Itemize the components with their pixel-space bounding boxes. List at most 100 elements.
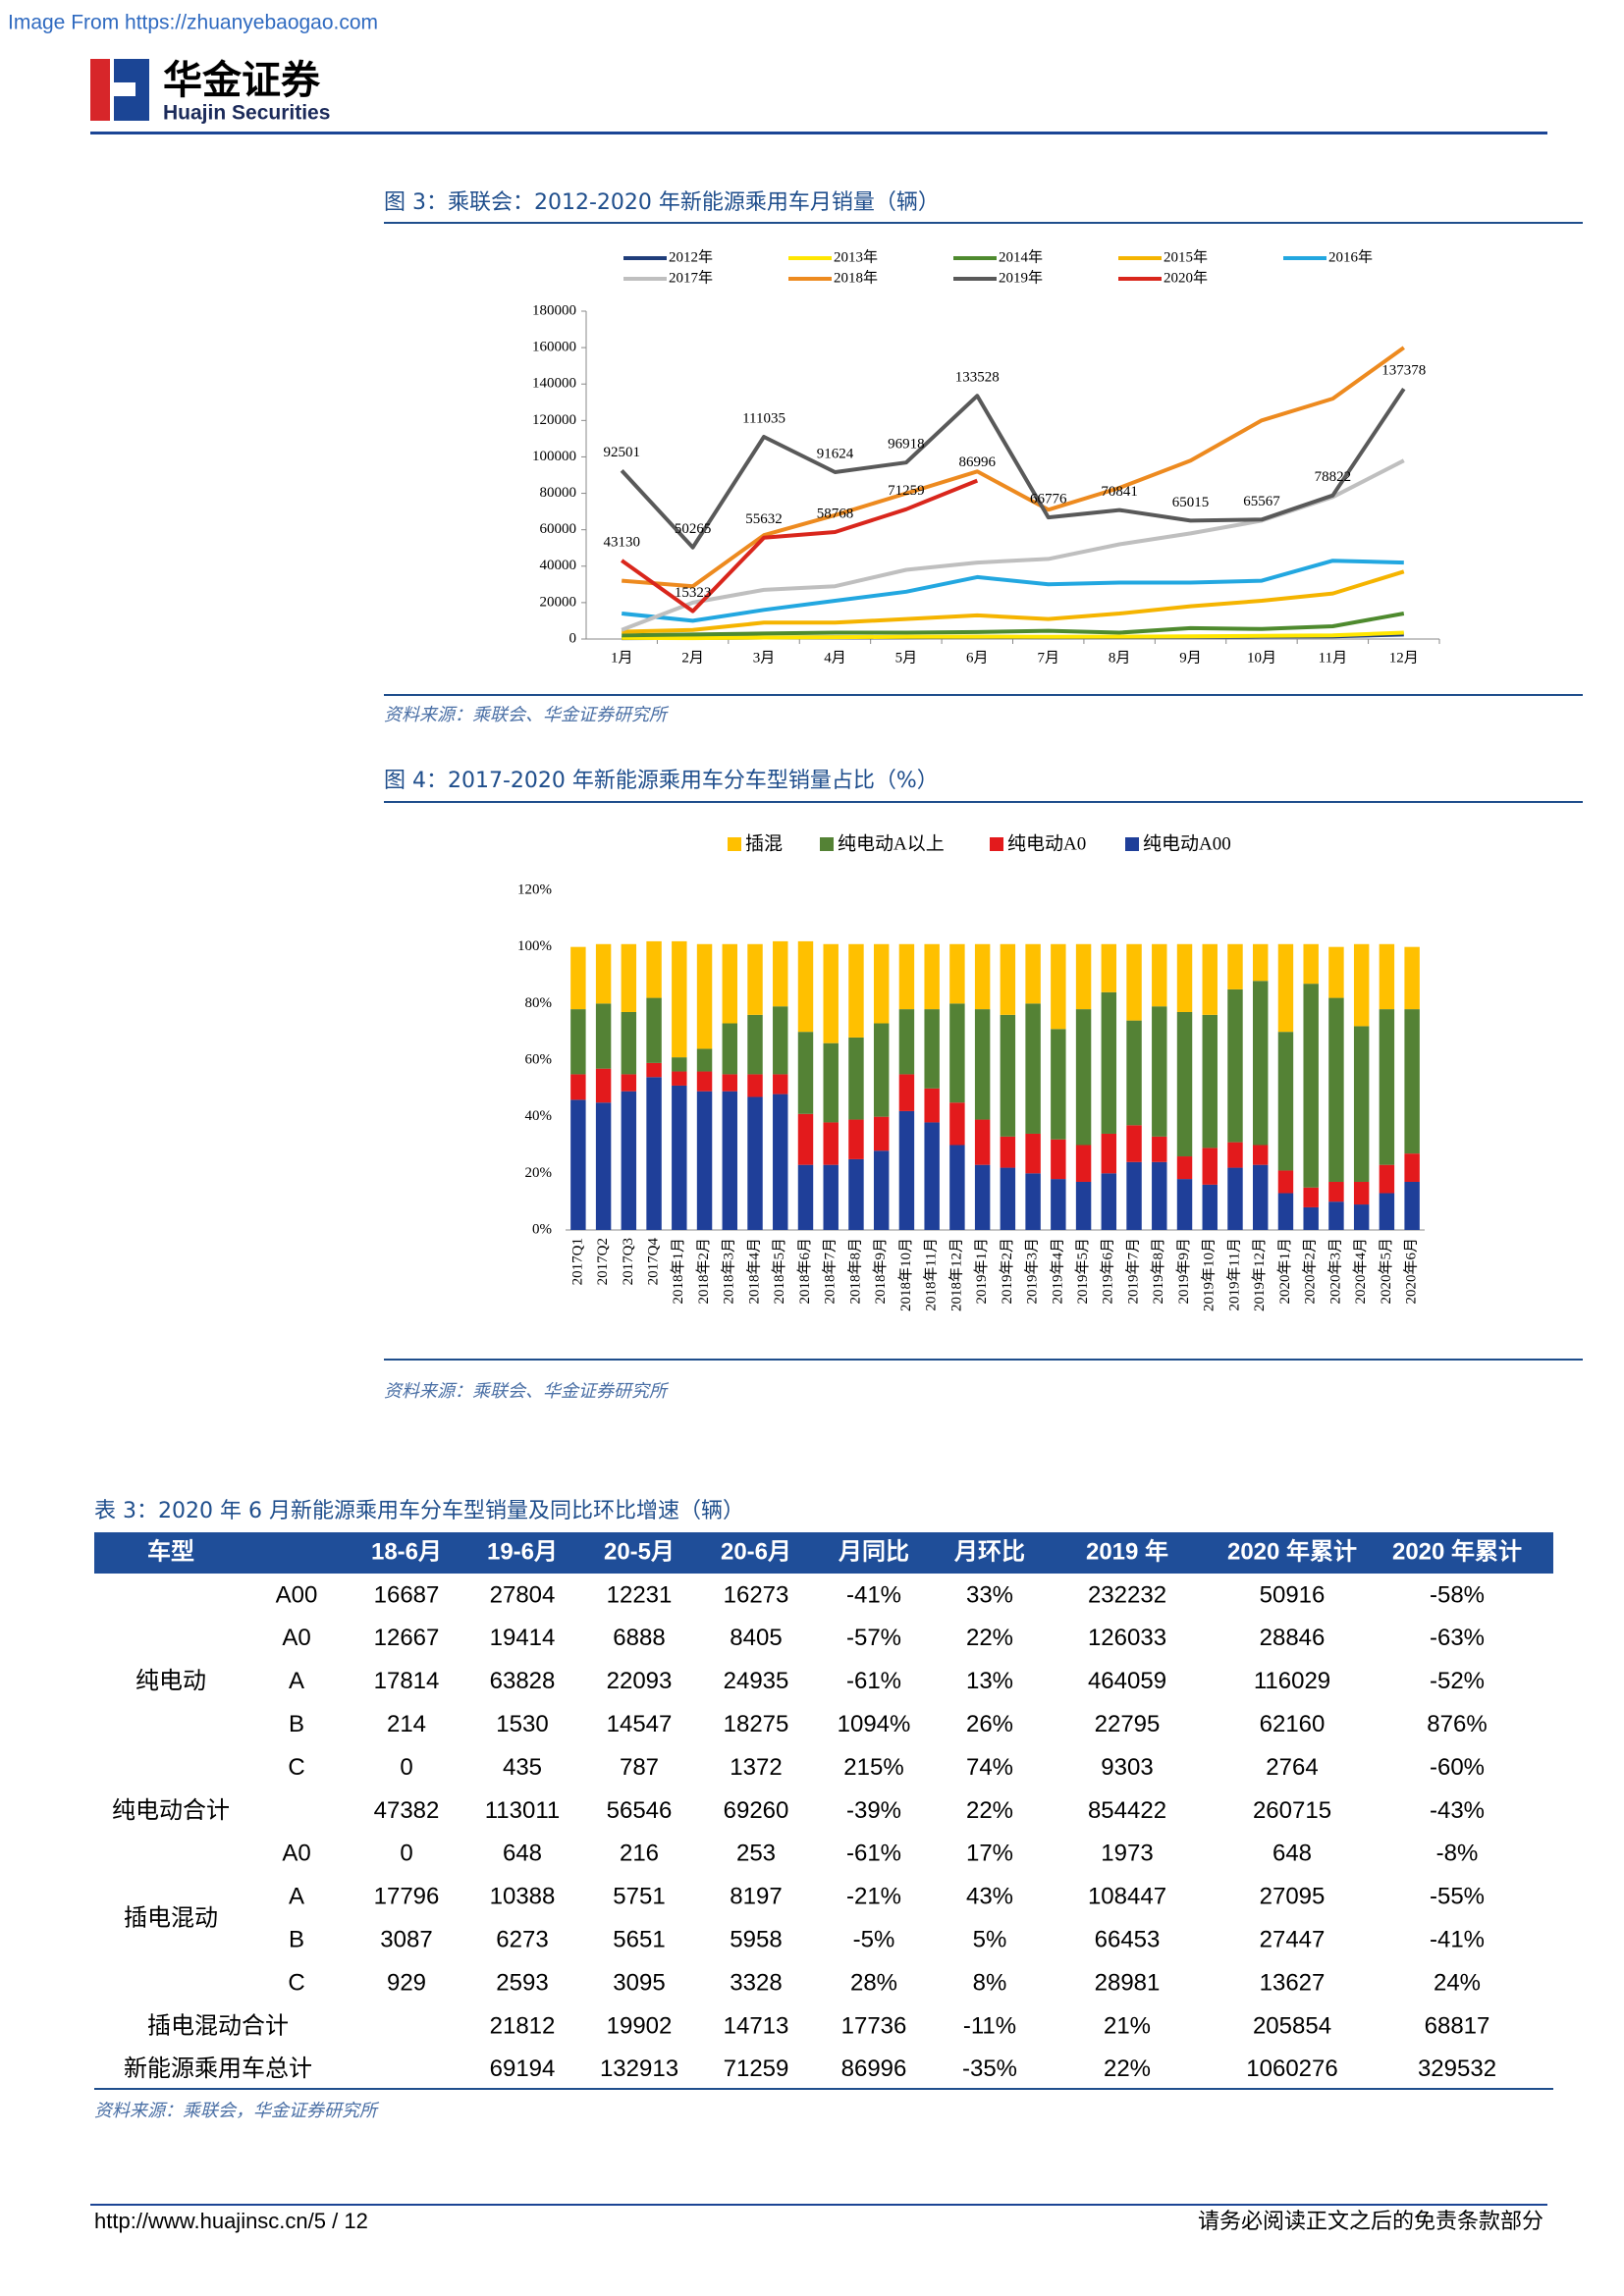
sub-label: B (289, 1711, 304, 1737)
data-label: 91624 (817, 446, 854, 461)
sub-label: A (289, 1884, 304, 1910)
footer-right: 请务必阅读正文之后的免责条款部分 (1198, 2210, 1543, 2234)
bar-segment (1202, 943, 1218, 1015)
header-cell: 2020 年累计 (1392, 1537, 1522, 1565)
x-tick-label: 2018年4月 (745, 1238, 762, 1305)
bar-segment (1328, 1181, 1344, 1202)
cell: 19902 (607, 2012, 673, 2039)
bar-segment (646, 940, 662, 998)
data-label: 43130 (603, 534, 640, 550)
cell: 69194 (490, 2056, 556, 2082)
bar-segment (823, 943, 839, 1043)
bar-segment (1379, 1193, 1395, 1230)
x-tick-label: 2019年12月 (1251, 1238, 1268, 1311)
bar-segment (823, 1122, 839, 1165)
cell: 26% (966, 1711, 1013, 1737)
x-tick-label: 2019年8月 (1150, 1238, 1166, 1305)
legend-label: 纯电动A0 (1007, 832, 1086, 854)
bar-segment (924, 943, 940, 1010)
bar-segment (1353, 1026, 1370, 1182)
table-rule (94, 2088, 1553, 2090)
x-tick-label: 2020年4月 (1352, 1238, 1369, 1305)
bar-segment (1253, 1145, 1269, 1165)
bar-segment (646, 1062, 662, 1078)
bar-segment (1075, 1009, 1092, 1146)
cell: 1973 (1101, 1841, 1153, 1867)
bar-segment (974, 1009, 991, 1120)
title-rule (384, 801, 1583, 803)
cell: 17% (966, 1841, 1013, 1867)
bar-segment (974, 943, 991, 1010)
cell: 62160 (1260, 1711, 1326, 1737)
bar-segment (722, 1091, 737, 1230)
bar-segment (848, 1119, 864, 1159)
header-cell: 2020 年累计 (1227, 1537, 1357, 1565)
bar-segment (722, 943, 737, 1024)
bar-segment (570, 1009, 586, 1075)
x-tick-label: 2019年6月 (1100, 1238, 1116, 1305)
cell: 253 (736, 1841, 776, 1867)
cell: 28846 (1260, 1625, 1326, 1651)
y-tick-label: 180000 (532, 302, 576, 318)
figure-rule (384, 1359, 1583, 1361)
x-tick-label: 6月 (966, 650, 989, 666)
bar-segment (570, 946, 586, 1010)
x-tick-label: 2018年3月 (721, 1238, 737, 1305)
bar-segment (823, 1042, 839, 1123)
cell: 13% (966, 1668, 1013, 1694)
x-tick-label: 2019年7月 (1124, 1238, 1141, 1305)
x-tick-label: 12月 (1389, 650, 1419, 666)
bar-segment (949, 1003, 965, 1103)
y-tick-label: 20000 (540, 594, 577, 610)
bar-segment (1253, 981, 1269, 1146)
bar-segment (672, 1071, 687, 1086)
cell: 14713 (724, 2012, 789, 2039)
legend-label: 2013年 (834, 248, 878, 265)
bar-segment (773, 1074, 788, 1095)
logo-red (90, 59, 110, 121)
cell: 22% (966, 1797, 1013, 1824)
bar-segment (1303, 1187, 1319, 1207)
data-label: 65567 (1243, 494, 1280, 509)
sub-label: C (288, 1754, 304, 1781)
legend-swatch (1125, 837, 1139, 851)
sub-label: A0 (282, 1625, 310, 1651)
x-tick-label: 9月 (1179, 650, 1202, 666)
bar-segment (848, 1158, 864, 1230)
bar-segment (773, 1006, 788, 1075)
cell: 86996 (841, 2056, 907, 2082)
cell: 3095 (613, 1969, 665, 1996)
y-tick-label: 120% (517, 881, 552, 897)
bar-segment (873, 1116, 890, 1151)
cell: 1094% (838, 1711, 911, 1737)
table-source: 资料来源：乘联会，华金证券研究所 (94, 2101, 380, 2121)
x-tick-label: 2017Q2 (595, 1238, 611, 1285)
bar-segment (747, 943, 763, 1015)
bar-segment (1152, 1006, 1167, 1137)
data-label: 66776 (1030, 492, 1067, 507)
x-tick-label: 2019年2月 (999, 1238, 1015, 1305)
series-line (620, 387, 1406, 550)
bar-segment (1227, 943, 1243, 989)
bar-segment (747, 1096, 763, 1230)
x-tick-label: 2018年7月 (822, 1238, 839, 1305)
cell: 16273 (724, 1581, 789, 1608)
cell: -60% (1430, 1754, 1485, 1781)
cell: 21% (1104, 2012, 1151, 2039)
bar-segment (797, 940, 814, 1033)
series-line (622, 569, 1405, 634)
legend-swatch (990, 837, 1003, 851)
figure-title: 图 4：2017-2020 年新能源乘用车分车型销量占比（%） (384, 769, 939, 793)
cell: 854422 (1088, 1797, 1166, 1824)
x-tick-label: 2019年10月 (1201, 1238, 1218, 1311)
cell: -63% (1430, 1625, 1485, 1651)
bar-segment (1126, 943, 1142, 1021)
x-tick-label: 10月 (1247, 650, 1276, 666)
bar-segment (595, 1102, 612, 1230)
bar-segment (949, 943, 965, 1004)
bar-segment (1000, 1014, 1016, 1137)
bar-segment (1379, 1164, 1395, 1194)
cell: 205854 (1253, 2012, 1331, 2039)
bar-segment (1227, 1167, 1243, 1230)
group-label: 纯电动 (135, 1668, 206, 1694)
